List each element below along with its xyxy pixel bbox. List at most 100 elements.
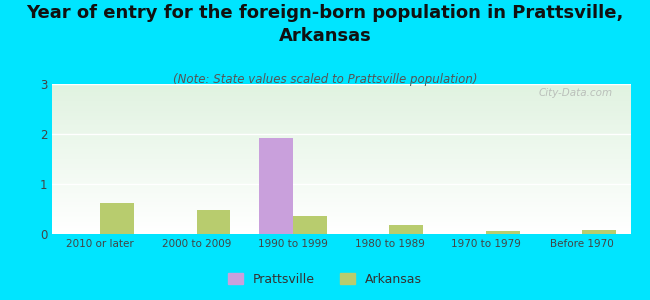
Bar — [52, 109, 630, 110]
Bar — [52, 145, 630, 146]
Bar — [52, 162, 630, 163]
Bar — [52, 156, 630, 157]
Bar — [52, 229, 630, 230]
Bar — [52, 204, 630, 205]
Bar — [52, 218, 630, 219]
Bar — [52, 130, 630, 131]
Bar — [52, 135, 630, 136]
Bar — [52, 115, 630, 116]
Bar — [52, 86, 630, 87]
Bar — [52, 159, 630, 160]
Bar — [52, 129, 630, 130]
Bar — [52, 222, 630, 223]
Bar — [52, 139, 630, 140]
Bar — [52, 176, 630, 177]
Text: City-Data.com: City-Data.com — [539, 88, 613, 98]
Bar — [52, 122, 630, 123]
Bar — [293, 215, 327, 234]
Bar — [52, 142, 630, 143]
Bar — [52, 100, 630, 101]
Bar — [52, 88, 630, 89]
Bar — [52, 167, 630, 168]
Bar — [52, 227, 630, 228]
Bar — [52, 98, 630, 99]
Bar — [52, 205, 630, 206]
Bar — [52, 160, 630, 161]
Legend: Prattsville, Arkansas: Prattsville, Arkansas — [223, 268, 427, 291]
Bar — [52, 197, 630, 198]
Bar — [52, 191, 630, 192]
Bar — [52, 106, 630, 107]
Bar — [52, 126, 630, 127]
Bar — [196, 210, 230, 234]
Bar — [52, 194, 630, 195]
Bar — [52, 193, 630, 194]
Bar — [52, 128, 630, 129]
Bar — [52, 150, 630, 151]
Bar — [52, 172, 630, 173]
Bar — [52, 198, 630, 199]
Bar — [52, 148, 630, 149]
Bar — [52, 94, 630, 95]
Bar — [52, 134, 630, 135]
Bar — [52, 149, 630, 150]
Bar — [52, 178, 630, 179]
Text: Year of entry for the foreign-born population in Prattsville,
Arkansas: Year of entry for the foreign-born popul… — [26, 4, 624, 45]
Bar — [52, 155, 630, 156]
Bar — [52, 228, 630, 229]
Bar — [52, 189, 630, 190]
Bar — [52, 200, 630, 201]
Bar — [52, 158, 630, 159]
Bar — [52, 185, 630, 186]
Bar — [52, 206, 630, 207]
Bar — [52, 207, 630, 208]
Bar — [52, 202, 630, 203]
Bar — [52, 85, 630, 86]
Bar — [52, 223, 630, 224]
Bar — [52, 105, 630, 106]
Bar — [52, 163, 630, 164]
Bar — [52, 177, 630, 178]
Bar — [52, 97, 630, 98]
Bar — [52, 133, 630, 134]
Bar — [52, 93, 630, 94]
Bar — [52, 173, 630, 174]
Bar — [52, 140, 630, 141]
Bar — [52, 108, 630, 109]
Bar — [52, 184, 630, 185]
Bar — [486, 230, 519, 234]
Bar — [52, 95, 630, 96]
Bar — [52, 119, 630, 120]
Bar — [52, 102, 630, 103]
Bar — [52, 90, 630, 91]
Bar — [52, 188, 630, 189]
Bar — [52, 209, 630, 210]
Bar — [52, 101, 630, 102]
Bar — [52, 123, 630, 124]
Bar — [52, 121, 630, 122]
Bar — [52, 110, 630, 111]
Bar — [52, 124, 630, 125]
Bar — [52, 187, 630, 188]
Bar — [52, 153, 630, 154]
Bar — [52, 114, 630, 115]
Bar — [52, 113, 630, 114]
Bar — [52, 147, 630, 148]
Text: (Note: State values scaled to Prattsville population): (Note: State values scaled to Prattsvill… — [173, 74, 477, 86]
Bar — [52, 161, 630, 162]
Bar — [52, 179, 630, 180]
Bar — [52, 180, 630, 181]
Bar — [52, 221, 630, 222]
Bar — [52, 203, 630, 204]
Bar — [52, 84, 630, 85]
Bar — [100, 203, 134, 234]
Bar — [52, 217, 630, 218]
Bar — [52, 174, 630, 175]
Bar — [52, 120, 630, 121]
Bar — [52, 146, 630, 147]
Bar — [52, 230, 630, 231]
Bar — [52, 103, 630, 104]
Bar — [52, 215, 630, 216]
Bar — [52, 168, 630, 169]
Bar — [52, 220, 630, 221]
